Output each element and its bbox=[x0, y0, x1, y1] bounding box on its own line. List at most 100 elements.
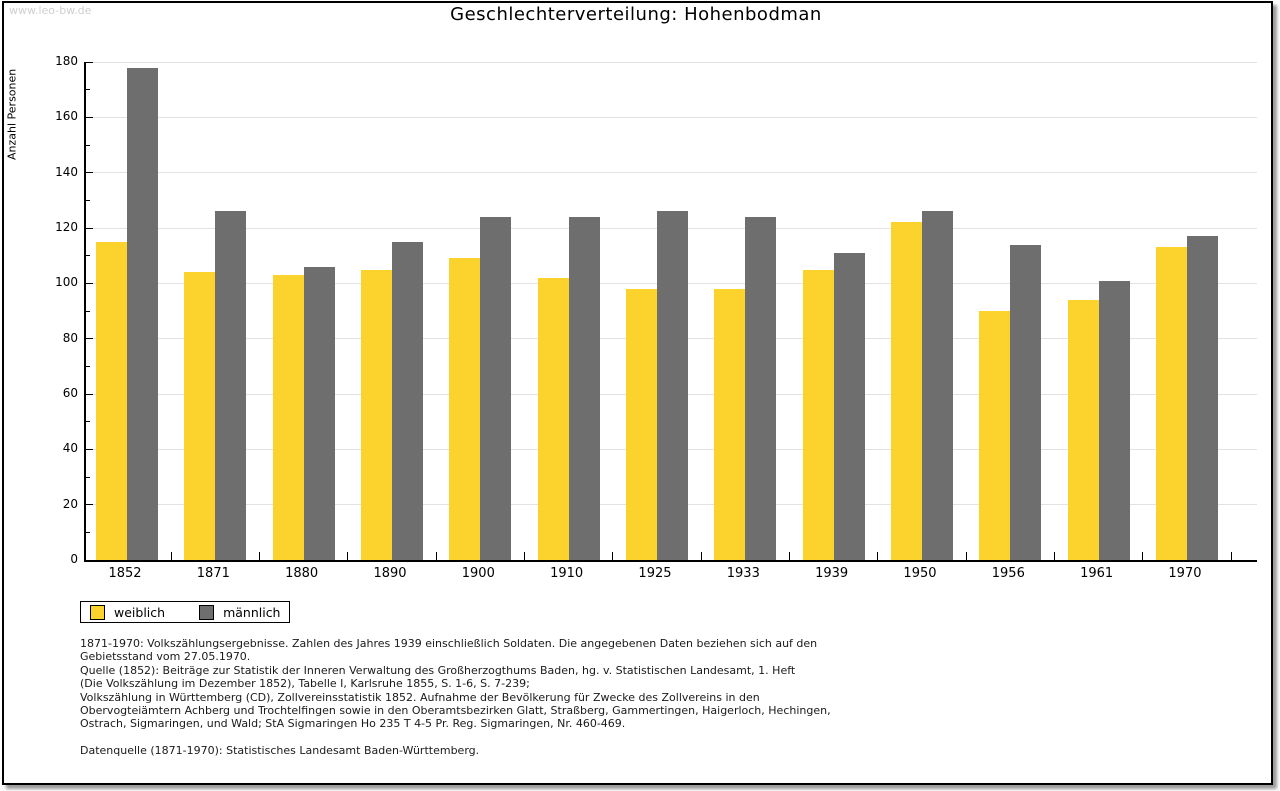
legend-label-maennlich: männlich bbox=[223, 604, 281, 620]
x-axis-tick-1 bbox=[258, 552, 260, 560]
y-axis-tick-label-80: 80 bbox=[62, 330, 78, 345]
y-axis-label: Anzahl Personen bbox=[5, 68, 19, 160]
watermark: www.leo-bw.de bbox=[9, 4, 92, 17]
footnote-line-5: Volkszählung in Württemberg (CD), Zollve… bbox=[80, 690, 760, 704]
gridline-180 bbox=[86, 61, 1257, 63]
bar-maennlich-1910 bbox=[568, 216, 600, 560]
chart-title: Geschlechterverteilung: Hohenbodman bbox=[450, 4, 822, 25]
x-axis-label-1925: 1925 bbox=[638, 566, 672, 581]
bar-weiblich-1970 bbox=[1155, 247, 1187, 560]
x-axis-tick-8 bbox=[877, 552, 879, 560]
y-axis-tick-label-120: 120 bbox=[55, 220, 78, 234]
y-axis-tick-label-180: 180 bbox=[55, 54, 78, 68]
y-axis-major-tick-20 bbox=[86, 504, 93, 506]
y-axis-major-tick-120 bbox=[86, 227, 93, 229]
legend: weiblich männlich bbox=[80, 601, 291, 623]
x-axis-label-1890: 1890 bbox=[373, 566, 407, 581]
y-axis-minor-tick-30 bbox=[86, 476, 90, 478]
x-axis-tick-9 bbox=[965, 552, 967, 560]
bar-maennlich-1933 bbox=[745, 216, 777, 560]
x-axis-tick-10 bbox=[1053, 552, 1055, 560]
y-axis-tick-label-100: 100 bbox=[55, 275, 78, 290]
y-axis-tick-label-160: 160 bbox=[55, 109, 78, 124]
y-axis-minor-tick-50 bbox=[86, 421, 90, 423]
footnote-line-1: 1871-1970: Volkszählungsergebnisse. Zahl… bbox=[80, 637, 818, 650]
x-axis-label-1900: 1900 bbox=[461, 566, 495, 581]
x-axis-label-1956: 1956 bbox=[991, 566, 1025, 581]
footnote-block: 1871-1970: Volkszählungsergebnisse. Zahl… bbox=[80, 637, 1180, 731]
footnote-line-2: Gebietsstand vom 27.05.1970. bbox=[80, 650, 251, 664]
y-axis-major-tick-100 bbox=[86, 282, 93, 284]
x-axis-tick-2 bbox=[347, 552, 349, 560]
legend-item-maennlich: männlich bbox=[199, 604, 281, 620]
gridline-140 bbox=[86, 172, 1257, 174]
x-axis-label-1961: 1961 bbox=[1080, 566, 1114, 581]
footnote-line-3: Quelle (1852): Beiträge zur Statistik de… bbox=[80, 663, 796, 677]
footnote-line-6: Obervogteiämtern Achberg und Trochtelfin… bbox=[80, 704, 831, 718]
gridline-160 bbox=[86, 116, 1257, 118]
bar-maennlich-1900 bbox=[480, 216, 512, 560]
maennlich-color-swatch bbox=[199, 604, 215, 620]
y-axis-tick-label-40: 40 bbox=[62, 441, 78, 456]
bar-weiblich-1925 bbox=[625, 288, 657, 560]
bar-maennlich-1925 bbox=[656, 211, 688, 560]
x-axis-tick-6 bbox=[700, 552, 702, 560]
y-axis-tick-label-60: 60 bbox=[62, 386, 78, 400]
bar-weiblich-1961 bbox=[1067, 299, 1099, 560]
bar-maennlich-1950 bbox=[921, 211, 953, 560]
plot-area bbox=[84, 61, 1257, 562]
legend-label-weiblich: weiblich bbox=[114, 604, 166, 620]
footnote-line-7: Ostrach, Sigmaringen, und Wald; StA Sigm… bbox=[80, 717, 626, 731]
y-axis-major-tick-160 bbox=[86, 116, 93, 118]
footnote-line-4: (Die Volkszählung im Dezember 1852), Tab… bbox=[80, 677, 530, 691]
y-axis-major-tick-140 bbox=[86, 172, 93, 174]
y-axis-minor-tick-170 bbox=[86, 89, 90, 91]
y-axis-minor-tick-110 bbox=[86, 255, 90, 257]
x-axis-label-1910: 1910 bbox=[550, 566, 584, 581]
x-axis-tick-7 bbox=[788, 552, 790, 560]
y-axis-tick-label-20: 20 bbox=[62, 496, 78, 511]
x-axis-tick-12 bbox=[1230, 552, 1232, 560]
y-axis-minor-tick-90 bbox=[86, 310, 90, 312]
bar-maennlich-1852 bbox=[127, 67, 158, 560]
x-axis-label-1880: 1880 bbox=[285, 566, 319, 581]
x-axis-label-1933: 1933 bbox=[726, 566, 760, 581]
bar-maennlich-1970 bbox=[1186, 236, 1218, 560]
x-axis-tick-4 bbox=[523, 552, 525, 560]
bar-weiblich-1910 bbox=[537, 277, 569, 560]
y-axis-minor-tick-10 bbox=[86, 531, 90, 533]
x-axis-label-1939: 1939 bbox=[815, 566, 849, 581]
bar-weiblich-1900 bbox=[449, 258, 481, 560]
bar-weiblich-1933 bbox=[714, 288, 746, 560]
bar-weiblich-1890 bbox=[360, 269, 392, 560]
bar-maennlich-1939 bbox=[833, 252, 865, 560]
bar-maennlich-1880 bbox=[303, 266, 335, 560]
datasource-line: Datenquelle (1871-1970): Statistisches L… bbox=[80, 744, 480, 757]
y-axis-major-tick-0 bbox=[86, 559, 93, 561]
y-axis-major-tick-80 bbox=[86, 338, 93, 340]
x-axis-tick-0 bbox=[170, 552, 172, 560]
bar-maennlich-1890 bbox=[391, 241, 423, 560]
y-axis-minor-tick-150 bbox=[86, 144, 90, 146]
bar-maennlich-1956 bbox=[1010, 244, 1042, 560]
y-axis-minor-tick-70 bbox=[86, 365, 90, 367]
y-axis-minor-tick-130 bbox=[86, 199, 90, 201]
x-axis-tick-3 bbox=[435, 552, 437, 560]
x-axis-tick-5 bbox=[612, 552, 614, 560]
x-axis-label-1950: 1950 bbox=[903, 566, 937, 581]
x-axis-label-1970: 1970 bbox=[1168, 566, 1202, 581]
bar-weiblich-1852 bbox=[96, 241, 127, 560]
weiblich-color-swatch bbox=[90, 604, 105, 620]
y-axis-major-tick-180 bbox=[86, 61, 93, 63]
bar-weiblich-1956 bbox=[979, 311, 1011, 560]
y-axis-tick-label-140: 140 bbox=[55, 164, 78, 179]
bar-weiblich-1950 bbox=[890, 222, 922, 560]
bar-weiblich-1871 bbox=[184, 272, 216, 560]
x-axis-label-1852: 1852 bbox=[108, 566, 142, 581]
y-axis-major-tick-40 bbox=[86, 448, 93, 450]
legend-item-weiblich: weiblich bbox=[90, 604, 166, 620]
x-axis-label-1871: 1871 bbox=[196, 566, 230, 581]
bar-maennlich-1871 bbox=[215, 211, 247, 560]
y-axis-tick-label-0: 0 bbox=[70, 552, 78, 566]
